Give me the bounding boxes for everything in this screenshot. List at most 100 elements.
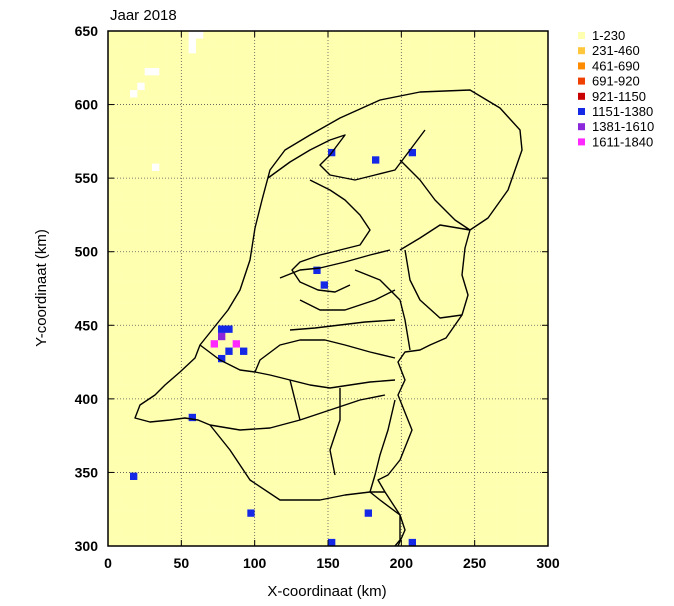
heatmap-cell: [511, 362, 519, 370]
heatmap-cell: [467, 266, 475, 274]
heatmap-cell: [460, 170, 468, 179]
heatmap-cell: [518, 303, 527, 311]
heatmap-cell: [467, 111, 475, 120]
heatmap-cell: [518, 509, 527, 517]
heatmap-cell: [511, 398, 519, 407]
heatmap-cell: [386, 97, 395, 105]
heatmap-cell: [203, 170, 211, 179]
heatmap-cell: [262, 97, 270, 105]
heatmap-cell: [313, 259, 321, 267]
heatmap-cell: [115, 163, 123, 171]
heatmap-cell: [489, 185, 497, 194]
heatmap-cell: [438, 185, 446, 194]
heatmap-cell: [269, 391, 277, 400]
heatmap-cell: [328, 516, 336, 525]
heatmap-cell: [166, 310, 175, 319]
heatmap-cell: [540, 347, 549, 355]
heatmap-cell: [533, 60, 541, 68]
heatmap-cell: [401, 391, 409, 400]
legend-label: 921-1150: [592, 89, 646, 104]
heatmap-cell: [291, 295, 299, 304]
heatmap-cell: [511, 60, 519, 68]
heatmap-cell: [423, 362, 431, 370]
heatmap-cell: [430, 523, 439, 532]
heatmap-cell: [342, 428, 351, 436]
heatmap-cell: [196, 317, 204, 326]
heatmap-cell: [306, 465, 314, 473]
heatmap-cell: [269, 347, 277, 355]
heatmap-cell: [540, 141, 549, 149]
heatmap-cell: [474, 435, 483, 444]
heatmap-cell: [328, 31, 336, 39]
heatmap-cell: [401, 38, 409, 46]
heatmap-cell: [533, 207, 541, 216]
heatmap-cell: [225, 273, 233, 282]
heatmap-cell: [342, 347, 351, 355]
heatmap-cell: [225, 156, 233, 164]
heatmap-cell: [408, 398, 417, 407]
heatmap-cell: [174, 406, 182, 414]
heatmap-cell: [137, 178, 145, 186]
heatmap-cell: [218, 229, 226, 238]
heatmap-cell: [159, 523, 167, 532]
heatmap-cell: [386, 369, 395, 377]
heatmap-cell: [430, 259, 439, 267]
heatmap-cell: [144, 538, 153, 547]
heatmap-cell: [496, 259, 505, 267]
heatmap-cell: [386, 75, 395, 83]
heatmap-cell: [108, 38, 116, 46]
heatmap-cell: [313, 104, 321, 113]
heatmap-cell: [298, 178, 307, 186]
heatmap-cell: [188, 465, 197, 473]
heatmap-cell: [115, 376, 123, 385]
heatmap-cell: [489, 126, 497, 135]
heatmap-cell: [526, 207, 534, 216]
heatmap-cell: [423, 413, 431, 422]
heatmap-cell: [460, 428, 468, 436]
heatmap-cell: [350, 45, 358, 54]
heatmap-cell: [460, 384, 468, 392]
heatmap-cell: [357, 420, 365, 429]
heatmap-cell: [335, 141, 343, 149]
heatmap-cell: [401, 126, 409, 135]
heatmap-cell: [284, 413, 292, 422]
heatmap-cell: [335, 67, 343, 76]
heatmap-cell: [372, 192, 380, 201]
heatmap-cell: [423, 82, 431, 91]
heatmap-cell: [291, 531, 299, 539]
heatmap-cell: [416, 214, 424, 223]
heatmap-cell: [438, 259, 446, 267]
heatmap-cell: [284, 354, 292, 363]
heatmap-cell: [137, 413, 145, 422]
heatmap-cell: [467, 229, 475, 238]
heatmap-cell: [247, 457, 255, 466]
heatmap-cell: [467, 531, 475, 539]
heatmap-cell: [240, 244, 248, 252]
heatmap-cell: [335, 97, 343, 105]
heatmap-cell: [247, 97, 255, 105]
heatmap-cell: [313, 332, 321, 341]
heatmap-cell: [144, 222, 153, 230]
heatmap-cell: [210, 229, 219, 238]
heatmap-cell: [467, 148, 475, 157]
heatmap-cell: [166, 266, 175, 274]
heatmap-cell: [108, 354, 116, 363]
heatmap-cell: [276, 214, 285, 223]
heatmap-cell: [445, 509, 453, 517]
heatmap-cell: [306, 192, 314, 201]
heatmap-cell: [328, 141, 336, 149]
heatmap-cell: [474, 266, 483, 274]
heatmap-cell: [306, 104, 314, 113]
heatmap-cell: [203, 163, 211, 171]
heatmap-cell: [394, 516, 402, 525]
heatmap-cell: [452, 354, 461, 363]
heatmap-cell: [386, 266, 395, 274]
heatmap-cell: [232, 413, 241, 422]
heatmap-cell: [291, 281, 299, 289]
heatmap-cell: [313, 494, 321, 503]
heatmap-cell: [144, 67, 153, 76]
heatmap-cell: [181, 82, 189, 91]
heatmap-cell: [511, 523, 519, 532]
heatmap-cell: [284, 501, 292, 510]
heatmap-cell: [445, 251, 453, 260]
